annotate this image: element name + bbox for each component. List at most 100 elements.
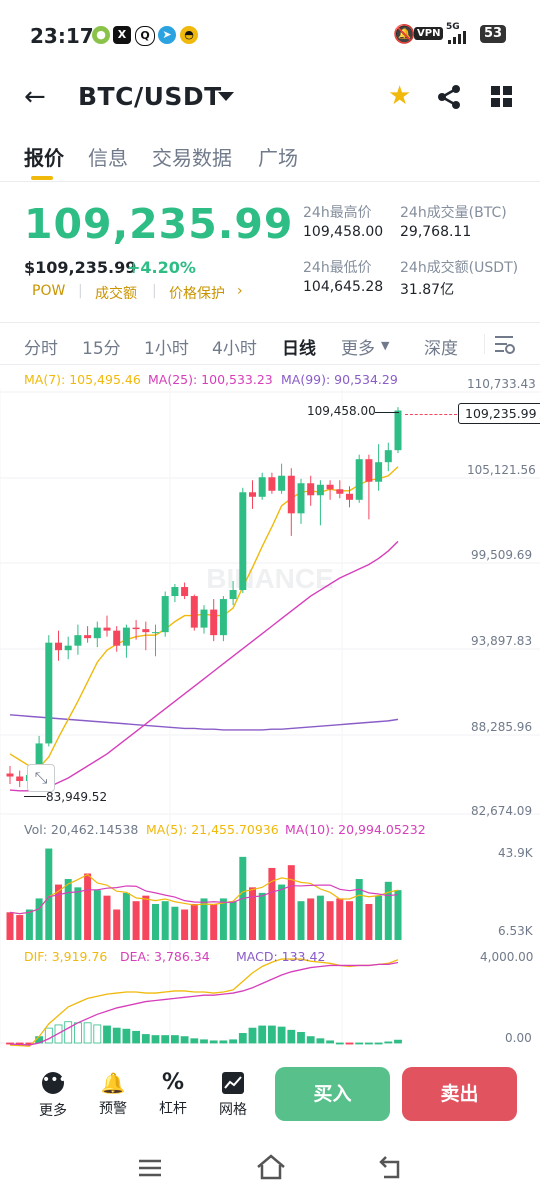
price-axis-label: 93,897.83 bbox=[471, 634, 533, 648]
grid-trading-button[interactable]: 网格 bbox=[208, 1070, 258, 1119]
buy-button[interactable]: 买入 bbox=[275, 1067, 390, 1121]
price-change: +4.20% bbox=[127, 258, 196, 277]
high-label: 24h最高价 bbox=[303, 205, 372, 221]
candle-body bbox=[84, 635, 92, 639]
volume-bar bbox=[16, 915, 24, 940]
macd-histogram-bar bbox=[297, 1031, 305, 1044]
current-price-line bbox=[405, 414, 457, 415]
price-axis-label: 88,285.96 bbox=[471, 720, 533, 734]
fullscreen-icon[interactable]: ⤡ bbox=[27, 764, 55, 792]
macd-histogram-bar bbox=[306, 1036, 315, 1044]
usd-price: $109,235.99 bbox=[24, 258, 137, 277]
macd-histogram-bar bbox=[374, 1042, 383, 1045]
bell-icon: 🔔 bbox=[100, 1071, 126, 1095]
candle-body bbox=[190, 596, 198, 628]
ma25-line bbox=[9, 540, 399, 792]
turnover-link[interactable]: 成交额 bbox=[95, 286, 137, 302]
divider bbox=[0, 322, 540, 323]
candle-body bbox=[142, 629, 150, 633]
volume-bar bbox=[103, 895, 111, 940]
chevron-down-icon[interactable]: ▼ bbox=[381, 339, 390, 352]
volume-ma10-line bbox=[9, 884, 399, 915]
candle-body bbox=[307, 483, 315, 496]
tab-info[interactable]: 信息 bbox=[88, 146, 128, 170]
ma99-line bbox=[9, 714, 399, 731]
macd-histogram-bar bbox=[335, 1042, 344, 1045]
macd-histogram-bar bbox=[190, 1038, 199, 1044]
status-bar: 23:17 ● X Q ➤ ◓ 🔕 VPN 5G 53 bbox=[0, 0, 540, 70]
back-nav-icon[interactable] bbox=[378, 1155, 404, 1179]
candle-body bbox=[375, 462, 383, 482]
volume-bar bbox=[161, 901, 169, 940]
chevron-right-icon[interactable]: › bbox=[237, 283, 243, 299]
volume-axis-label: 43.9K bbox=[498, 846, 533, 860]
macd-dif-line bbox=[9, 958, 399, 1047]
macd-dif-legend: DIF: 3,919.76 bbox=[24, 949, 108, 964]
chevron-down-icon[interactable] bbox=[218, 92, 234, 101]
price-protection-link[interactable]: 价格保护 bbox=[169, 286, 225, 302]
volume-btc-value: 29,768.11 bbox=[400, 224, 472, 240]
volume-bar bbox=[287, 865, 295, 940]
tab-quote[interactable]: 报价 bbox=[24, 146, 64, 170]
interval-depth[interactable]: 深度 bbox=[424, 339, 458, 359]
macd-dea-line bbox=[9, 961, 399, 1046]
interval-1h[interactable]: 1小时 bbox=[144, 339, 189, 359]
volume-usdt-label: 24h成交额(USDT) bbox=[400, 260, 519, 276]
share-icon[interactable] bbox=[436, 84, 462, 110]
back-arrow-icon[interactable]: ← bbox=[24, 82, 46, 112]
interval-4h[interactable]: 4小时 bbox=[212, 339, 257, 359]
macd-histogram-bar bbox=[200, 1039, 208, 1044]
alert-button[interactable]: 🔔 预警 bbox=[88, 1070, 138, 1118]
macd-histogram-bar bbox=[83, 1022, 92, 1044]
volume-ma5-legend: MA(5): 21,455.70936 bbox=[146, 822, 279, 837]
separator: | bbox=[78, 283, 83, 299]
volume-bar bbox=[25, 909, 33, 940]
pair-title[interactable]: BTC/USDT bbox=[78, 82, 222, 111]
tab-square[interactable]: 广场 bbox=[258, 146, 298, 170]
candle-body bbox=[249, 492, 256, 497]
macd-axis-label: 0.00 bbox=[505, 1031, 532, 1045]
recent-apps-icon[interactable] bbox=[138, 1158, 162, 1178]
macd-histogram-bar bbox=[209, 1040, 218, 1044]
candle-body bbox=[336, 489, 344, 494]
interval-1d[interactable]: 日线 bbox=[282, 339, 316, 359]
tab-trading-data[interactable]: 交易数据 bbox=[152, 146, 232, 170]
candle-body bbox=[239, 492, 247, 591]
current-price-tag[interactable]: 109,235.99 bbox=[458, 403, 540, 424]
macd-histogram-bar bbox=[141, 1034, 150, 1044]
volume-usdt-value: 31.87亿 bbox=[400, 282, 455, 298]
x-app-icon: X bbox=[113, 26, 131, 44]
chart-settings-icon[interactable] bbox=[494, 334, 516, 354]
divider bbox=[0, 364, 540, 365]
pow-tag[interactable]: POW bbox=[32, 283, 66, 299]
divider bbox=[0, 181, 540, 182]
volume-bar bbox=[307, 898, 315, 940]
low-marker-line bbox=[24, 796, 46, 797]
price-axis-label: 99,509.69 bbox=[471, 548, 533, 562]
divider bbox=[484, 334, 485, 354]
volume-bar bbox=[64, 879, 72, 940]
interval-15m[interactable]: 15分 bbox=[82, 339, 121, 359]
volume-bar bbox=[55, 884, 62, 940]
low-value: 104,645.28 bbox=[303, 279, 384, 295]
sell-button[interactable]: 卖出 bbox=[402, 1067, 517, 1121]
grid-chart-icon bbox=[222, 1072, 244, 1094]
macd-histogram-bar bbox=[267, 1025, 276, 1044]
kline-chart[interactable]: BINANCE bbox=[0, 388, 540, 1060]
volume-legend: Vol: 20,462.14538 bbox=[24, 822, 139, 837]
macd-histogram-bar bbox=[103, 1025, 111, 1044]
ma25-legend: MA(25): 100,533.23 bbox=[148, 372, 273, 387]
grid-icon[interactable] bbox=[491, 86, 513, 108]
price-axis-label: 105,121.56 bbox=[467, 463, 536, 477]
more-button[interactable]: ••• 更多 bbox=[28, 1070, 78, 1120]
interval-time[interactable]: 分时 bbox=[24, 339, 58, 359]
margin-button[interactable]: % 杠杆 bbox=[148, 1070, 198, 1118]
star-icon[interactable]: ★ bbox=[388, 81, 412, 111]
candle-body bbox=[219, 599, 227, 636]
home-icon[interactable] bbox=[256, 1154, 286, 1180]
interval-more[interactable]: 更多 bbox=[341, 339, 375, 359]
candle-body bbox=[55, 642, 62, 651]
qq-icon: Q bbox=[135, 26, 155, 46]
volume-bar bbox=[45, 848, 53, 940]
volume-bar bbox=[210, 903, 218, 940]
